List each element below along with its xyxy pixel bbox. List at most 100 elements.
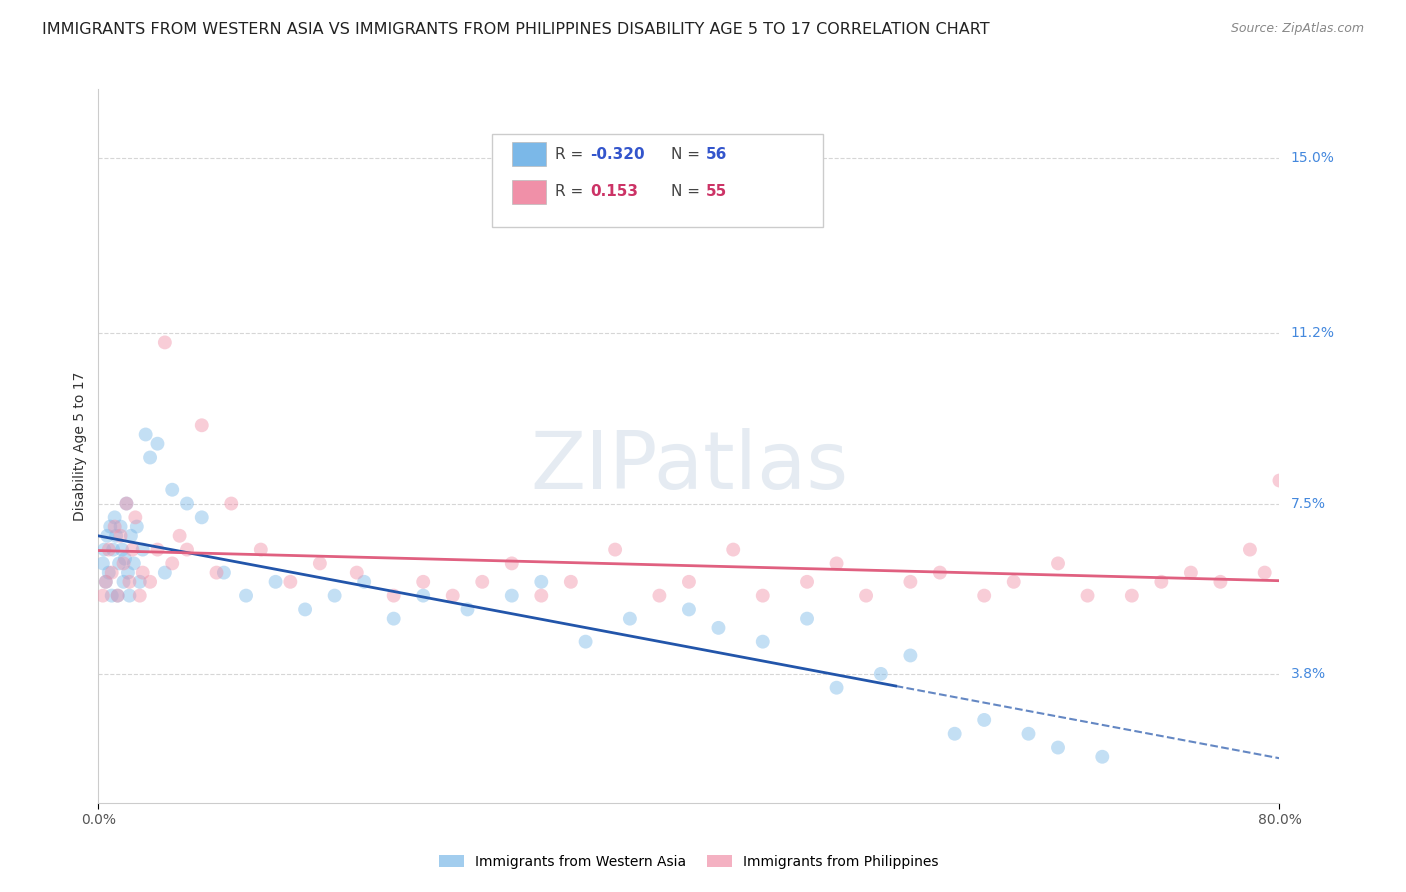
- Point: [176, 497, 198, 511]
- Point: [96, 529, 118, 543]
- Point: [723, 542, 745, 557]
- Point: [107, 589, 129, 603]
- Text: 0.153: 0.153: [591, 185, 638, 199]
- Point: [530, 574, 553, 589]
- Point: [125, 519, 148, 533]
- Point: [112, 557, 135, 571]
- Text: 3.8%: 3.8%: [1291, 667, 1326, 681]
- Point: [560, 574, 582, 589]
- Point: [353, 574, 375, 589]
- Point: [1209, 574, 1232, 589]
- Point: [162, 483, 183, 497]
- Point: [212, 566, 235, 580]
- Point: [280, 574, 302, 589]
- Point: [943, 727, 966, 741]
- Point: [929, 566, 952, 580]
- Point: [1254, 566, 1277, 580]
- Point: [162, 557, 183, 571]
- Text: 11.2%: 11.2%: [1291, 326, 1334, 340]
- Point: [309, 557, 332, 571]
- Point: [530, 589, 553, 603]
- Point: [707, 621, 730, 635]
- Point: [146, 436, 169, 450]
- Point: [118, 589, 141, 603]
- Point: [111, 542, 134, 557]
- Point: [346, 566, 368, 580]
- Point: [900, 574, 922, 589]
- Point: [98, 519, 121, 533]
- Point: [382, 612, 405, 626]
- Point: [1077, 589, 1099, 603]
- Text: N =: N =: [671, 147, 704, 161]
- Point: [128, 574, 150, 589]
- Point: [110, 519, 132, 533]
- Point: [153, 566, 176, 580]
- Point: [1047, 557, 1070, 571]
- Point: [441, 589, 464, 603]
- Point: [139, 450, 162, 465]
- Point: [169, 529, 191, 543]
- Point: [122, 557, 145, 571]
- Point: [124, 510, 146, 524]
- Point: [94, 574, 117, 589]
- Point: [605, 542, 627, 557]
- Point: [752, 589, 775, 603]
- Point: [1121, 589, 1143, 603]
- Point: [120, 529, 142, 543]
- Point: [264, 574, 287, 589]
- Point: [146, 542, 169, 557]
- Point: [104, 510, 127, 524]
- Point: [191, 510, 214, 524]
- Point: [457, 602, 479, 616]
- Text: N =: N =: [671, 185, 704, 199]
- Y-axis label: Disability Age 5 to 17: Disability Age 5 to 17: [73, 371, 87, 521]
- Point: [114, 551, 136, 566]
- Point: [132, 542, 155, 557]
- Point: [825, 681, 848, 695]
- Text: ZIPatlas: ZIPatlas: [530, 428, 848, 507]
- Point: [110, 529, 132, 543]
- Point: [796, 574, 818, 589]
- Point: [900, 648, 922, 663]
- Legend: Immigrants from Western Asia, Immigrants from Philippines: Immigrants from Western Asia, Immigrants…: [433, 849, 945, 874]
- Text: -0.320: -0.320: [591, 147, 645, 161]
- Point: [128, 589, 150, 603]
- Point: [191, 418, 214, 433]
- Point: [117, 566, 139, 580]
- Point: [294, 602, 316, 616]
- Point: [973, 713, 995, 727]
- Point: [91, 589, 114, 603]
- Point: [412, 574, 434, 589]
- Point: [94, 574, 117, 589]
- Point: [678, 602, 700, 616]
- Point: [97, 566, 120, 580]
- Point: [132, 566, 155, 580]
- Text: R =: R =: [555, 185, 589, 199]
- Point: [501, 589, 523, 603]
- Point: [108, 557, 131, 571]
- Point: [855, 589, 877, 603]
- Point: [104, 519, 127, 533]
- Point: [235, 589, 257, 603]
- Point: [752, 634, 775, 648]
- Point: [1091, 749, 1114, 764]
- Point: [323, 589, 346, 603]
- Point: [93, 542, 115, 557]
- Point: [115, 497, 138, 511]
- Point: [678, 574, 700, 589]
- Point: [412, 589, 434, 603]
- Point: [121, 542, 143, 557]
- Text: 55: 55: [706, 185, 727, 199]
- Point: [619, 612, 641, 626]
- Text: 7.5%: 7.5%: [1291, 497, 1326, 510]
- Point: [221, 497, 243, 511]
- Text: R =: R =: [555, 147, 589, 161]
- Point: [91, 557, 114, 571]
- Point: [825, 557, 848, 571]
- Text: 56: 56: [706, 147, 727, 161]
- Point: [1018, 727, 1040, 741]
- Point: [648, 589, 671, 603]
- Point: [100, 589, 122, 603]
- Text: 15.0%: 15.0%: [1291, 152, 1334, 165]
- Point: [1180, 566, 1202, 580]
